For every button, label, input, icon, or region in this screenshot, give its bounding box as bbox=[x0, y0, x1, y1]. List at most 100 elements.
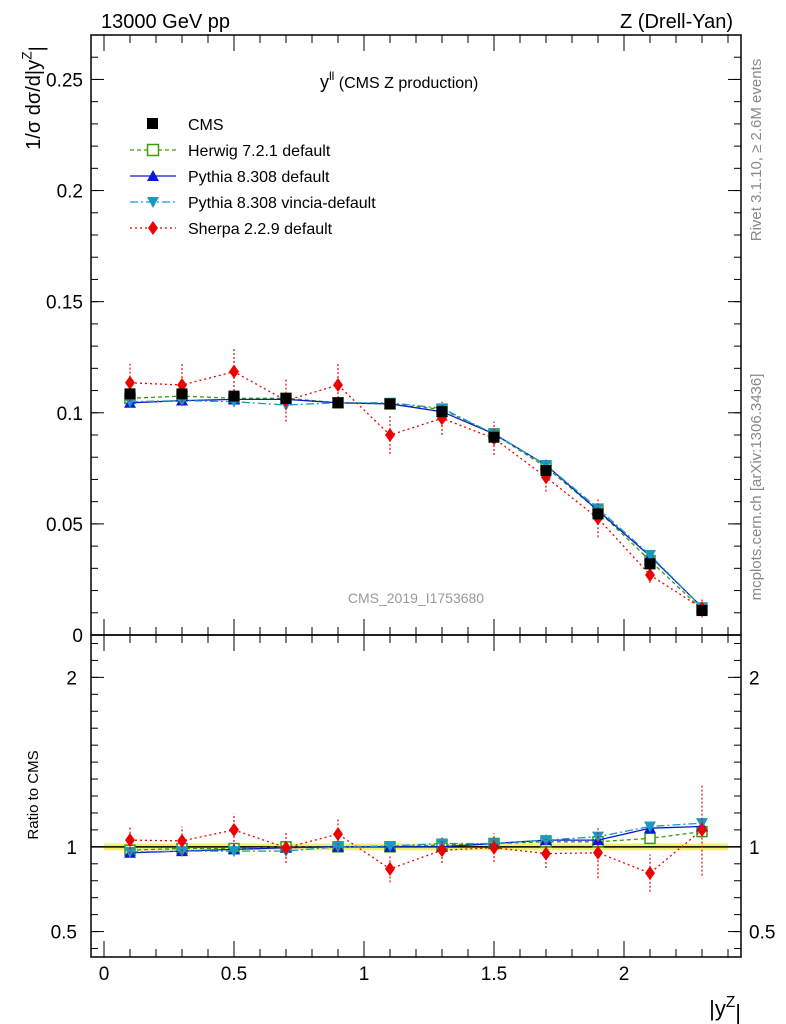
main-ytick-label: 0.15 bbox=[46, 293, 83, 314]
mcplots-label: mcplots.cern.ch [arXiv:1306.3436] bbox=[748, 374, 765, 601]
main-point-cms bbox=[228, 390, 240, 402]
ratio-point-vincia bbox=[644, 821, 656, 833]
ratio-series-pythia bbox=[124, 820, 708, 858]
main-point-sherpa bbox=[333, 378, 343, 392]
main-series-pythia bbox=[124, 393, 708, 613]
legend-entry-herwig: Herwig 7.2.1 default bbox=[130, 143, 331, 160]
plot-title-main: y bbox=[320, 72, 329, 92]
xtick-label: 2 bbox=[619, 964, 630, 985]
ratio-point-sherpa bbox=[697, 822, 707, 837]
ratio-point-sherpa bbox=[281, 840, 291, 855]
xtick-label: 1.5 bbox=[481, 964, 507, 985]
ratio-ytick-label: 2 bbox=[66, 668, 77, 689]
legend-label-sherpa: Sherpa 2.2.9 default bbox=[188, 221, 333, 238]
main-series-cms bbox=[124, 388, 708, 617]
main-point-sherpa bbox=[125, 375, 135, 390]
main-ytick-label: 0.2 bbox=[57, 182, 83, 203]
ratio-line-herwig bbox=[129, 830, 703, 851]
ratio-point-sherpa bbox=[489, 840, 499, 855]
main-ytick-label: 0 bbox=[72, 626, 83, 647]
ratio-point-vincia bbox=[228, 846, 240, 858]
legend: CMS Herwig 7.2.1 default Pythia 8.308 de… bbox=[130, 117, 376, 238]
ratio-point-sherpa bbox=[333, 827, 343, 842]
legend-marker-herwig bbox=[146, 143, 160, 157]
axes: 0 0.05 0.1 0.15 0.2 0.25 0.5 0.5 1 1 2 2 0 0.5 1 1.5 2 bbox=[46, 34, 775, 985]
legend-entry-sherpa: Sherpa 2.2.9 default bbox=[130, 221, 333, 238]
ratio-point-vincia bbox=[332, 841, 344, 853]
main-point-cms bbox=[332, 397, 344, 409]
main-ylabel: 1/σ dσ/d|yZ| bbox=[19, 46, 49, 150]
x-axis-label-text: |yZ| bbox=[709, 994, 741, 1024]
rivet-version-label: Rivet 3.1.10, ≥ 2.6M events bbox=[748, 59, 765, 242]
main-line-sherpa bbox=[129, 371, 703, 609]
main-ylabel-text: 1/σ dσ/d|yZ| bbox=[19, 46, 49, 150]
ratio-ytick-label: 0.5 bbox=[51, 923, 77, 944]
ratio-point-vincia bbox=[384, 840, 396, 852]
main-point-vincia bbox=[124, 396, 136, 408]
xtick-label: 1 bbox=[359, 964, 370, 985]
main-point-cms bbox=[488, 431, 500, 443]
legend-marker-cms bbox=[147, 118, 158, 129]
main-point-cms bbox=[696, 605, 708, 617]
x-axis-label: |yZ| bbox=[709, 994, 741, 1024]
main-point-cms bbox=[592, 508, 604, 520]
header-left: 13000 GeV pp bbox=[101, 11, 230, 33]
ratio-plot-area bbox=[91, 784, 741, 892]
main-point-cms bbox=[124, 388, 136, 400]
ratio-ylabel: Ratio to CMS bbox=[25, 750, 42, 839]
legend-label-pythia: Pythia 8.308 default bbox=[188, 169, 330, 186]
plot-title-rest: (CMS Z production) bbox=[334, 75, 478, 92]
legend-label-herwig: Herwig 7.2.1 default bbox=[188, 143, 331, 160]
main-point-cms bbox=[644, 558, 656, 570]
ratio-line-sherpa bbox=[129, 829, 703, 874]
main-point-cms bbox=[384, 398, 396, 410]
ratio-point-sherpa bbox=[177, 833, 187, 848]
ratio-point-sherpa bbox=[437, 843, 447, 858]
main-series-vincia bbox=[124, 395, 708, 614]
header-right: Z (Drell-Yan) bbox=[620, 11, 733, 33]
ratio-ytick-label-right: 2 bbox=[749, 668, 760, 689]
ratio-point-herwig bbox=[644, 832, 656, 845]
main-line-pythia bbox=[129, 398, 703, 608]
main-point-sherpa bbox=[385, 428, 395, 442]
analysis-watermark: CMS_2019_I1753680 bbox=[348, 590, 484, 606]
ratio-ytick-label-right: 1 bbox=[749, 838, 760, 859]
ratio-frame bbox=[90, 634, 742, 958]
main-ytick-label: 0.1 bbox=[57, 404, 83, 425]
ratio-point-sherpa bbox=[593, 845, 603, 860]
main-point-cms bbox=[176, 388, 188, 400]
main-plot-area bbox=[124, 348, 708, 618]
ratio-point-vincia bbox=[540, 835, 552, 847]
ratio-line-pythia bbox=[129, 825, 703, 854]
ratio-point-vincia bbox=[176, 846, 188, 858]
main-line-vincia bbox=[129, 399, 703, 608]
xtick-label: 0 bbox=[99, 964, 110, 985]
ratio-point-sherpa bbox=[385, 861, 395, 876]
legend-entry-pythia: Pythia 8.308 default bbox=[130, 169, 330, 186]
main-point-vincia bbox=[644, 550, 656, 561]
ratio-point-sherpa bbox=[541, 846, 551, 861]
xtick-label: 0.5 bbox=[221, 964, 247, 985]
ratio-ytick-label: 1 bbox=[66, 838, 77, 859]
legend-entry-cms: CMS bbox=[147, 117, 224, 134]
main-point-sherpa bbox=[645, 568, 655, 582]
ratio-point-sherpa bbox=[125, 833, 135, 848]
main-point-cms bbox=[540, 465, 552, 477]
legend-marker-pythia bbox=[147, 170, 159, 181]
main-point-sherpa bbox=[229, 364, 239, 379]
ratio-point-sherpa bbox=[229, 822, 239, 837]
main-series-herwig bbox=[124, 390, 708, 616]
ratio-ytick-label-right: 0.5 bbox=[749, 923, 775, 944]
main-line-herwig bbox=[129, 395, 703, 610]
main-series-sherpa bbox=[125, 348, 707, 618]
legend-label-cms: CMS bbox=[188, 117, 224, 134]
plot-title-sup: ll bbox=[329, 69, 334, 83]
main-point-cms bbox=[280, 392, 292, 404]
legend-entry-vincia: Pythia 8.308 vincia-default bbox=[130, 195, 376, 212]
legend-marker-vincia bbox=[147, 197, 159, 208]
plot-title: yll (CMS Z production) bbox=[320, 69, 478, 92]
ratio-series-vincia bbox=[124, 818, 708, 858]
main-ytick-label: 0.25 bbox=[46, 70, 83, 91]
main-point-cms bbox=[436, 406, 448, 418]
